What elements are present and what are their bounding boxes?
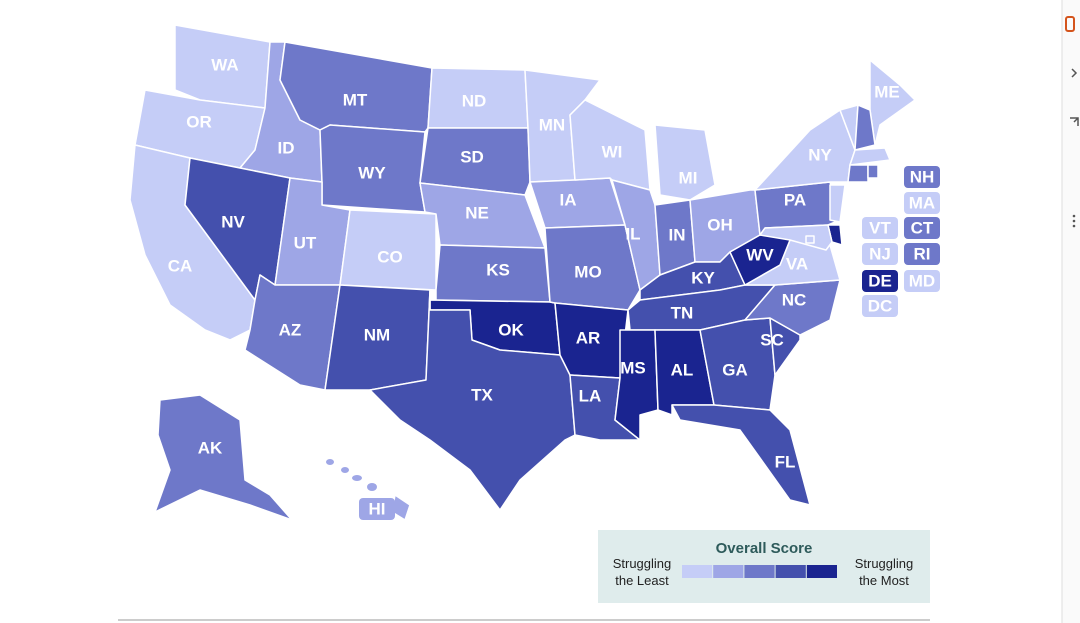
state-label-box (862, 243, 898, 265)
legend-swatch (713, 565, 744, 578)
state-label: NC (782, 291, 807, 310)
state (569, 99, 651, 191)
state-label: MN (539, 116, 565, 135)
state-label: DE (868, 272, 892, 291)
state-label: MI (679, 169, 698, 188)
state-label: IA (560, 191, 577, 210)
state-label: RI (914, 245, 931, 264)
state-label: AR (576, 329, 601, 348)
state (419, 127, 531, 196)
state-label: VT (869, 219, 891, 238)
state-label: GA (722, 361, 748, 380)
state-label: IL (625, 225, 640, 244)
state-label: MO (574, 263, 601, 282)
state-label: WY (358, 164, 386, 183)
state (369, 289, 576, 511)
state-label: KS (486, 261, 510, 280)
state-label-box (904, 217, 940, 239)
state-label: KY (691, 269, 715, 288)
state-label-box (359, 498, 395, 520)
state (754, 109, 856, 191)
state-label: NJ (869, 245, 891, 264)
state-label: VA (786, 255, 808, 274)
state-label: OK (498, 321, 524, 340)
legend-swatch (775, 565, 806, 578)
state-label-box (904, 270, 940, 292)
state-label: CT (911, 219, 934, 238)
state-label: SC (760, 331, 784, 350)
state-label: NH (910, 168, 935, 187)
state (319, 124, 426, 213)
state-label: NV (221, 213, 245, 232)
state-label: SD (460, 148, 484, 167)
state-label-box (862, 295, 898, 317)
state-label: MA (909, 194, 935, 213)
legend-swatch (682, 565, 713, 578)
state-label-box (904, 243, 940, 265)
state-label: MS (620, 359, 646, 378)
state-label: OH (707, 216, 733, 235)
state (854, 104, 876, 151)
state (867, 164, 879, 179)
state-label: MT (343, 91, 368, 110)
legend-title: Overall Score (715, 540, 813, 557)
state-label: OR (186, 113, 212, 132)
state-label: ID (278, 139, 295, 158)
state-label: NY (808, 146, 832, 165)
state-label-box (904, 192, 940, 214)
state-label: PA (784, 191, 806, 210)
state-label-box (862, 217, 898, 239)
state (654, 124, 716, 201)
state (529, 177, 626, 229)
legend: Overall Score Struggling the Least Strug… (598, 530, 930, 603)
state (279, 41, 433, 133)
island (326, 459, 334, 465)
state-label: AZ (279, 321, 302, 340)
sidebar (1062, 0, 1080, 623)
state-label: IN (669, 226, 686, 245)
state-label: AK (198, 439, 223, 458)
state-label: ND (462, 92, 487, 111)
state-label: MD (909, 272, 935, 291)
state (671, 404, 811, 506)
state-label-box (904, 166, 940, 188)
state-label: WV (746, 246, 774, 265)
state-label: HI (369, 500, 386, 519)
expand-icon[interactable] (1071, 68, 1078, 78)
state (805, 235, 815, 244)
state-label: ME (874, 83, 900, 102)
state (869, 59, 916, 146)
state-label: DC (868, 297, 893, 316)
state-label: LA (579, 387, 602, 406)
state-label-box (862, 270, 898, 292)
state (614, 329, 659, 441)
app-icon[interactable] (1065, 16, 1075, 32)
state-label: FL (775, 453, 796, 472)
state-label: NM (364, 326, 390, 345)
more-icon[interactable] (1072, 214, 1076, 228)
legend-high: Struggling the Most (854, 556, 914, 588)
state-label: NE (465, 204, 489, 223)
state-label: UT (294, 234, 317, 253)
open-icon[interactable] (1070, 117, 1079, 126)
legend-low: Struggling the Least (612, 556, 672, 588)
island (367, 483, 377, 491)
state-label: CA (168, 257, 193, 276)
state-label: CO (377, 248, 403, 267)
state-label: AL (671, 361, 694, 380)
state (847, 164, 869, 183)
state (154, 394, 293, 521)
state-label: TX (471, 386, 493, 405)
state-label: WI (602, 143, 623, 162)
legend-swatch (744, 565, 775, 578)
island (341, 467, 349, 473)
state-label: WA (211, 56, 238, 75)
state-label: TN (671, 304, 694, 323)
island (352, 475, 362, 481)
state (829, 184, 846, 223)
legend-swatch (806, 565, 837, 578)
state (849, 147, 891, 166)
legend-swatches (682, 565, 837, 578)
